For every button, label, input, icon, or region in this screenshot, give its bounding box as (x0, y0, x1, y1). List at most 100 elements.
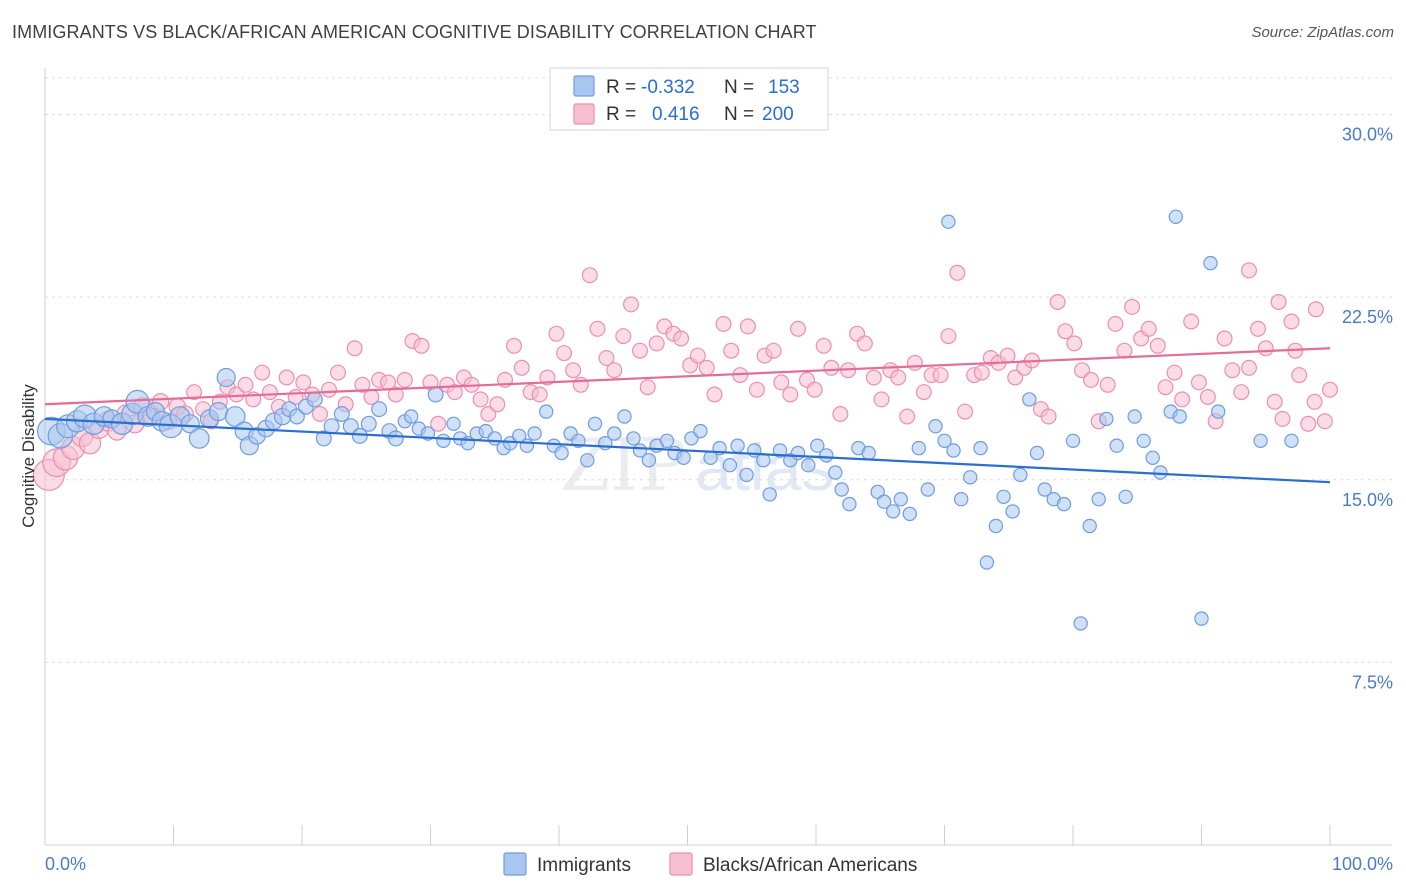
point-black-65 (589, 320, 606, 337)
point-black-41 (387, 386, 404, 403)
point-black-131 (1140, 320, 1157, 337)
point-immigrants-79 (722, 458, 738, 473)
x-tick-label-1: 100.0% (1332, 854, 1393, 874)
point-black-53 (489, 396, 506, 413)
point-black-51 (472, 391, 489, 408)
point-black-79 (706, 386, 723, 403)
point-black-115 (1007, 369, 1024, 386)
point-black-61 (556, 345, 573, 362)
point-immigrants-66 (607, 426, 622, 441)
point-immigrants-16 (180, 414, 200, 434)
point-black-127 (1107, 315, 1124, 332)
point-immigrants-100 (902, 506, 918, 522)
point-immigrants-31 (306, 391, 323, 408)
point-black-71 (639, 379, 656, 396)
point-black-152 (1316, 413, 1333, 430)
point-black-140 (1216, 330, 1233, 347)
point-black-93 (823, 359, 840, 376)
point-black-134 (1166, 364, 1183, 381)
point-immigrants-98 (885, 504, 901, 519)
point-black-107 (940, 328, 957, 345)
point-black-128 (1116, 342, 1133, 359)
point-immigrants-42 (404, 409, 419, 424)
point-black-87 (773, 374, 790, 391)
point-black-149 (1291, 367, 1308, 384)
point-immigrants-114 (1022, 392, 1037, 407)
point-black-32 (312, 406, 329, 423)
point-black-69 (622, 296, 639, 313)
point-black-126 (1099, 376, 1116, 393)
point-black-48 (446, 384, 463, 401)
point-black-155 (1270, 294, 1287, 311)
point-black-102 (899, 408, 916, 425)
point-black-122 (1066, 335, 1083, 352)
point-immigrants-56 (519, 438, 535, 453)
point-black-36 (346, 340, 363, 357)
point-black-106 (932, 367, 949, 384)
point-black-44 (413, 337, 430, 354)
point-immigrants-119 (1065, 433, 1081, 448)
point-immigrants-125 (1118, 489, 1133, 504)
chart-title: IMMIGRANTS VS BLACK/AFRICAN AMERICAN COG… (12, 22, 817, 42)
correlation-legend: R = -0.332 N = 153 R = 0.416 N = 200 (549, 67, 829, 131)
point-immigrants-90 (819, 448, 834, 463)
point-black-119 (1040, 408, 1057, 425)
point-immigrants-126 (1127, 409, 1142, 424)
point-immigrants-74 (676, 450, 691, 465)
point-black-142 (1233, 384, 1250, 401)
point-black-120 (1049, 294, 1066, 311)
point-black-42 (396, 371, 413, 388)
series-legend: Immigrants Blacks/African Americans (503, 852, 917, 876)
point-immigrants-84 (762, 487, 777, 502)
point-immigrants-135 (1210, 404, 1226, 419)
point-immigrants-118 (1056, 496, 1072, 512)
point-immigrants-104 (937, 433, 952, 448)
legend-n-label-immigrants: N = (724, 77, 754, 98)
y-tick-label-1: 15.0% (1342, 490, 1393, 510)
point-immigrants-57 (527, 426, 542, 441)
point-black-136 (1183, 313, 1200, 330)
point-black-132 (1149, 337, 1166, 354)
point-black-114 (999, 347, 1016, 364)
point-immigrants-88 (801, 458, 816, 473)
point-immigrants-60 (554, 445, 569, 461)
point-black-150 (1300, 415, 1317, 432)
point-immigrants-128 (1145, 450, 1160, 465)
trend-lines (44, 347, 1331, 484)
point-immigrants-123 (1099, 411, 1114, 427)
point-immigrants-72 (659, 433, 675, 448)
trend-line-immigrants (44, 417, 1331, 484)
point-black-144 (1249, 320, 1266, 337)
point-immigrants-93 (842, 496, 857, 512)
y-tick-label-3: 30.0% (1342, 125, 1393, 145)
point-immigrants-85 (772, 443, 788, 458)
point-black-77 (689, 347, 706, 364)
point-black-91 (806, 381, 823, 398)
point-immigrants-64 (587, 416, 603, 431)
series-legend-label-immigrants: Immigrants (537, 855, 631, 876)
point-immigrants-133 (1194, 611, 1209, 626)
point-immigrants-137 (1253, 433, 1268, 448)
point-immigrants-63 (580, 453, 595, 468)
source-label: Source: ZipAtlas.com (1251, 24, 1394, 41)
point-black-88 (782, 386, 799, 403)
point-black-92 (815, 337, 832, 354)
point-black-72 (648, 335, 665, 352)
point-black-22 (228, 386, 245, 403)
point-immigrants-45 (427, 386, 444, 403)
point-immigrants-127 (1136, 433, 1151, 448)
legend-n-value-black: 200 (762, 104, 794, 125)
point-black-67 (606, 362, 623, 379)
point-black-108 (949, 264, 966, 281)
point-immigrants-122 (1091, 492, 1106, 507)
point-immigrants-116 (1037, 482, 1052, 497)
point-immigrants-121 (1082, 518, 1097, 534)
point-immigrants-80 (730, 438, 745, 453)
point-black-81 (723, 342, 740, 359)
point-black-146 (1266, 393, 1283, 410)
point-black-30 (295, 374, 312, 391)
point-immigrants-106 (954, 492, 969, 507)
point-immigrants-17 (188, 428, 210, 449)
point-immigrants-103 (928, 419, 943, 434)
point-immigrants-38 (371, 401, 388, 418)
